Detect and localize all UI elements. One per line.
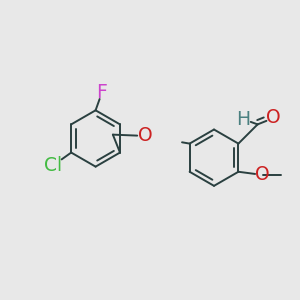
Text: O: O bbox=[255, 166, 270, 184]
Text: H: H bbox=[236, 110, 250, 129]
Text: F: F bbox=[97, 83, 107, 102]
Text: O: O bbox=[138, 126, 152, 146]
Text: Cl: Cl bbox=[44, 156, 62, 175]
Text: O: O bbox=[266, 109, 281, 128]
